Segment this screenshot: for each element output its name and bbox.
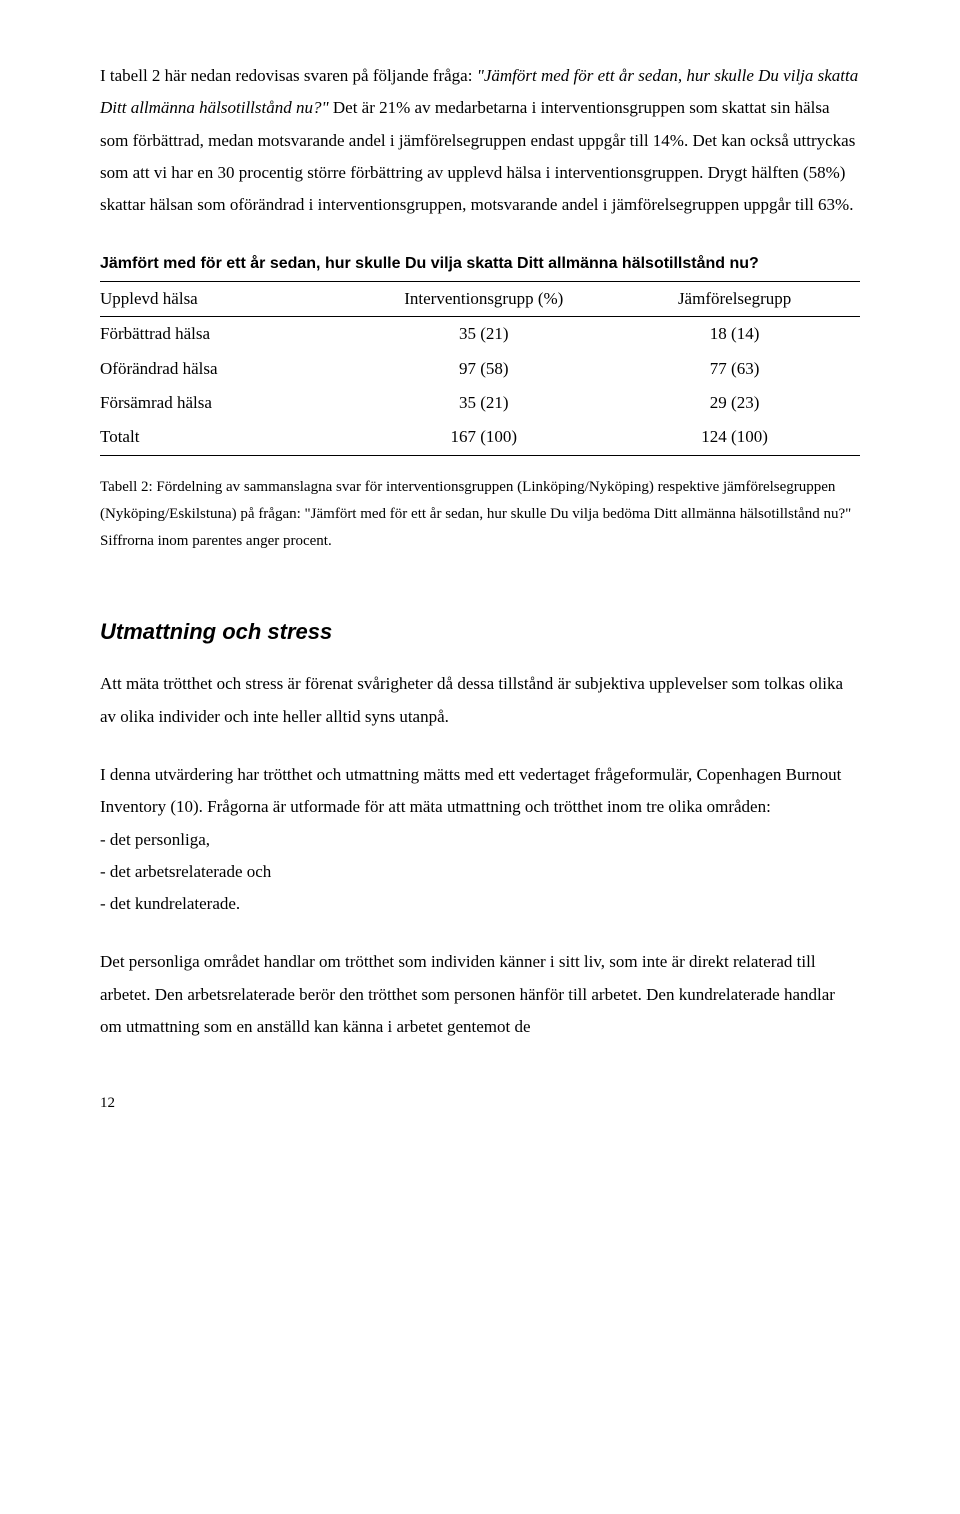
table-question-heading: Jämfört med för ett år sedan, hur skulle… (100, 251, 860, 277)
intro-part-a: I tabell 2 här nedan redovisas svaren på… (100, 66, 477, 85)
table-cell: Oförändrad hälsa (100, 352, 358, 386)
table-cell: 35 (21) (358, 317, 609, 352)
table-row: Oförändrad hälsa 97 (58) 77 (63) (100, 352, 860, 386)
table-cell: Totalt (100, 420, 358, 455)
table-cell: 29 (23) (609, 386, 860, 420)
table-row: Förbättrad hälsa 35 (21) 18 (14) (100, 317, 860, 352)
table-cell: Förbättrad hälsa (100, 317, 358, 352)
results-table: Upplevd hälsa Interventionsgrupp (%) Jäm… (100, 281, 860, 455)
table-header-cell: Jämförelsegrupp (609, 282, 860, 317)
section-heading: Utmattning och stress (100, 611, 860, 653)
intro-paragraph: I tabell 2 här nedan redovisas svaren på… (100, 60, 860, 221)
table-cell: 35 (21) (358, 386, 609, 420)
bullet-line: - det kundrelaterade. (100, 888, 860, 920)
stress-para-3: Det personliga området handlar om trötth… (100, 946, 860, 1043)
table-cell: 18 (14) (609, 317, 860, 352)
table-caption: Tabell 2: Fördelning av sammanslagna sva… (100, 474, 860, 555)
stress-para-1: Att mäta trötthet och stress är förenat … (100, 668, 860, 733)
stress-para-2: I denna utvärdering har trötthet och utm… (100, 759, 860, 824)
table-header-row: Upplevd hälsa Interventionsgrupp (%) Jäm… (100, 282, 860, 317)
table-cell: 77 (63) (609, 352, 860, 386)
table-row: Totalt 167 (100) 124 (100) (100, 420, 860, 455)
bullet-line: - det personliga, (100, 824, 860, 856)
table-cell: 124 (100) (609, 420, 860, 455)
table-cell: 97 (58) (358, 352, 609, 386)
table-cell: 167 (100) (358, 420, 609, 455)
table-row: Försämrad hälsa 35 (21) 29 (23) (100, 386, 860, 420)
bullet-line: - det arbetsrelaterade och (100, 856, 860, 888)
table-header-cell: Upplevd hälsa (100, 282, 358, 317)
table-cell: Försämrad hälsa (100, 386, 358, 420)
table-header-cell: Interventionsgrupp (%) (358, 282, 609, 317)
page-number: 12 (100, 1089, 860, 1118)
